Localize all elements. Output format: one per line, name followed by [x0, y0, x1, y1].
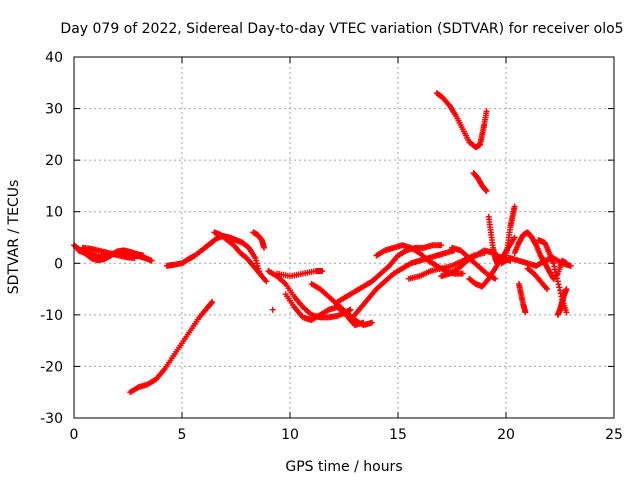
data-point — [263, 278, 270, 285]
data-point — [140, 252, 147, 259]
y-tick-label: 20 — [45, 153, 63, 169]
y-tick-label: 10 — [45, 205, 63, 221]
data-point — [554, 275, 561, 282]
series-arc-top — [433, 90, 490, 151]
series-tail-2 — [515, 280, 529, 316]
data-point — [550, 260, 557, 267]
series-arc-mid — [470, 170, 490, 195]
x-tick-label: 10 — [281, 427, 299, 443]
data-point — [544, 286, 551, 293]
y-tick-label: -30 — [40, 411, 63, 427]
data-point — [459, 270, 466, 277]
data-point — [483, 188, 490, 195]
y-tick-label: -10 — [40, 308, 63, 324]
data-point — [563, 286, 570, 293]
data-point — [551, 266, 558, 273]
chart-title: Day 079 of 2022, Sidereal Day-to-day VTE… — [60, 21, 623, 37]
series-mid-2 — [211, 229, 270, 285]
data-point — [567, 262, 574, 269]
data-point — [319, 268, 326, 275]
x-tick-label: 25 — [605, 427, 623, 443]
data-point — [563, 309, 570, 316]
data-point — [492, 275, 499, 282]
x-tick-label: 0 — [70, 427, 79, 443]
y-tick-label: 0 — [54, 256, 63, 272]
data-point — [551, 263, 558, 270]
x-axis-label: GPS time / hours — [285, 459, 402, 475]
x-tick-label: 5 — [178, 427, 187, 443]
data-point — [209, 298, 216, 305]
series-spike-1 — [485, 213, 501, 267]
data-point — [208, 299, 215, 306]
series-late-3 — [466, 234, 518, 290]
series-early-3 — [79, 244, 138, 262]
series-mid-4 — [269, 306, 276, 313]
data-point — [438, 242, 445, 249]
data-point — [131, 255, 138, 262]
x-tick-label: 15 — [389, 427, 407, 443]
data-points — [71, 90, 574, 396]
data-point — [347, 306, 354, 313]
data-point — [553, 272, 560, 279]
series-tail-5 — [498, 255, 574, 269]
series-mid-3 — [250, 229, 268, 251]
data-point — [269, 306, 276, 313]
data-point — [554, 278, 561, 285]
series-late-2 — [449, 244, 499, 282]
y-tick-label: 30 — [45, 102, 63, 118]
data-point — [555, 281, 562, 288]
series-mid-1 — [163, 232, 263, 277]
data-point — [557, 287, 563, 294]
series-recover-1 — [347, 247, 458, 324]
data-point — [556, 284, 563, 291]
data-point — [484, 277, 491, 284]
plot-frame — [73, 56, 615, 419]
series-tail-1 — [511, 229, 570, 282]
data-point — [511, 234, 518, 241]
series-tail-4 — [554, 286, 570, 318]
data-point — [482, 187, 489, 194]
series-trough-3 — [274, 268, 326, 280]
data-point — [532, 240, 539, 247]
data-point — [445, 101, 452, 108]
data-point — [552, 269, 559, 276]
data-point — [262, 277, 269, 284]
series-rise-neg — [127, 298, 216, 396]
data-point — [522, 309, 529, 316]
data-point — [369, 319, 376, 326]
data-point — [148, 257, 155, 264]
data-point — [261, 244, 268, 251]
data-point — [483, 108, 490, 115]
x-tick-label: 20 — [497, 427, 515, 443]
y-axis-label: SDTVAR / TECUs — [6, 180, 22, 295]
y-tick-label: 40 — [45, 50, 63, 66]
data-point — [511, 203, 518, 210]
y-tick-label: -20 — [40, 359, 63, 375]
data-point — [542, 284, 549, 291]
axis-ticks: 0 5 10 15 20 25 -30 -20 -10 0 10 20 30 40 — [40, 50, 623, 443]
series-tail-6 — [524, 265, 551, 293]
